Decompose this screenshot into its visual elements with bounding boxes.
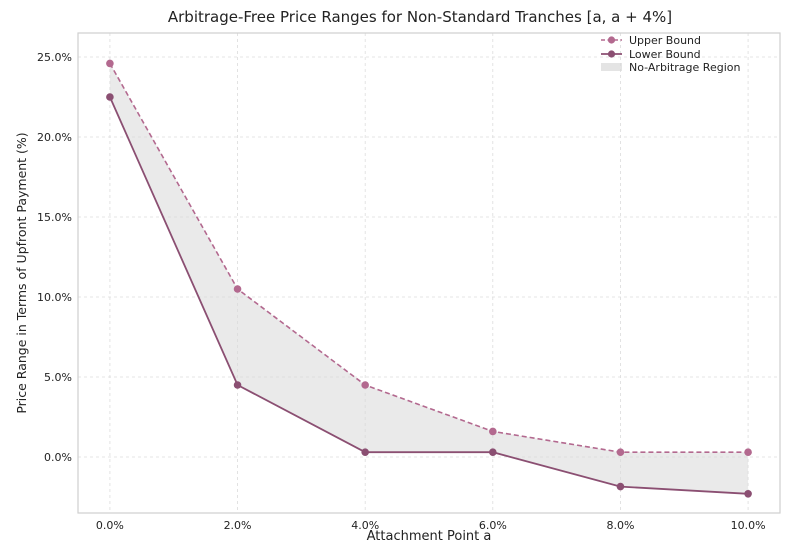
- x-axis-label: Attachment Point a: [367, 529, 492, 544]
- y-tick-label: 25.0%: [37, 51, 72, 64]
- y-tick-label: 5.0%: [44, 371, 72, 384]
- legend-upper-label: Upper Bound: [629, 34, 701, 47]
- lower-bound-point: [233, 381, 242, 389]
- lower-bound-point: [361, 448, 369, 457]
- legend-lower-label: Lower Bound: [629, 48, 701, 61]
- upper-bound-point: [361, 381, 369, 389]
- legend-lower-marker: [607, 50, 616, 58]
- upper-bound-point: [233, 285, 242, 293]
- upper-bound-point: [744, 448, 752, 457]
- lower-bound-markers: [106, 93, 752, 498]
- y-tick-label: 10.0%: [37, 291, 72, 304]
- y-tick-label: 15.0%: [37, 211, 72, 224]
- x-tick-label: 8.0%: [606, 519, 634, 532]
- lower-bound-point: [744, 490, 752, 498]
- plot-frame: [77, 32, 781, 514]
- upper-bound-line: [109, 63, 749, 454]
- legend-region-label: No-Arbitrage Region: [629, 61, 740, 74]
- lower-bound-line: [109, 96, 749, 495]
- upper-bound-markers: [106, 59, 752, 457]
- y-axis-label: Price Range in Terms of Upfront Payment …: [14, 132, 29, 413]
- x-tick-label: 4.0%: [351, 519, 379, 532]
- lower-bound-point: [616, 482, 625, 491]
- lower-bound-point: [106, 93, 114, 101]
- chart-title: Arbitrage-Free Price Ranges for Non-Stan…: [168, 8, 672, 26]
- lower-bound-point: [489, 448, 497, 457]
- x-tick-label: 10.0%: [731, 519, 766, 532]
- legend: Upper Bound Lower Bound No-Arbitrage Reg…: [601, 34, 740, 74]
- no-arbitrage-region: [109, 63, 749, 494]
- x-tick-label: 0.0%: [96, 519, 124, 532]
- x-tick-label: 6.0%: [479, 519, 507, 532]
- upper-bound-point: [106, 59, 114, 68]
- grid: [78, 33, 780, 513]
- x-tick-label: 2.0%: [224, 519, 252, 532]
- y-tick-label: 0.0%: [44, 451, 72, 464]
- x-axis-ticks: 0.0% 2.0% 4.0% 6.0% 8.0% 10.0%: [96, 519, 766, 532]
- legend-region-swatch: [601, 63, 622, 71]
- legend-upper-marker: [607, 36, 616, 44]
- upper-bound-point: [489, 427, 497, 436]
- y-tick-label: 20.0%: [37, 131, 72, 144]
- upper-bound-point: [616, 448, 625, 457]
- y-axis-ticks: 0.0% 5.0% 10.0% 15.0% 20.0% 25.0%: [37, 51, 72, 464]
